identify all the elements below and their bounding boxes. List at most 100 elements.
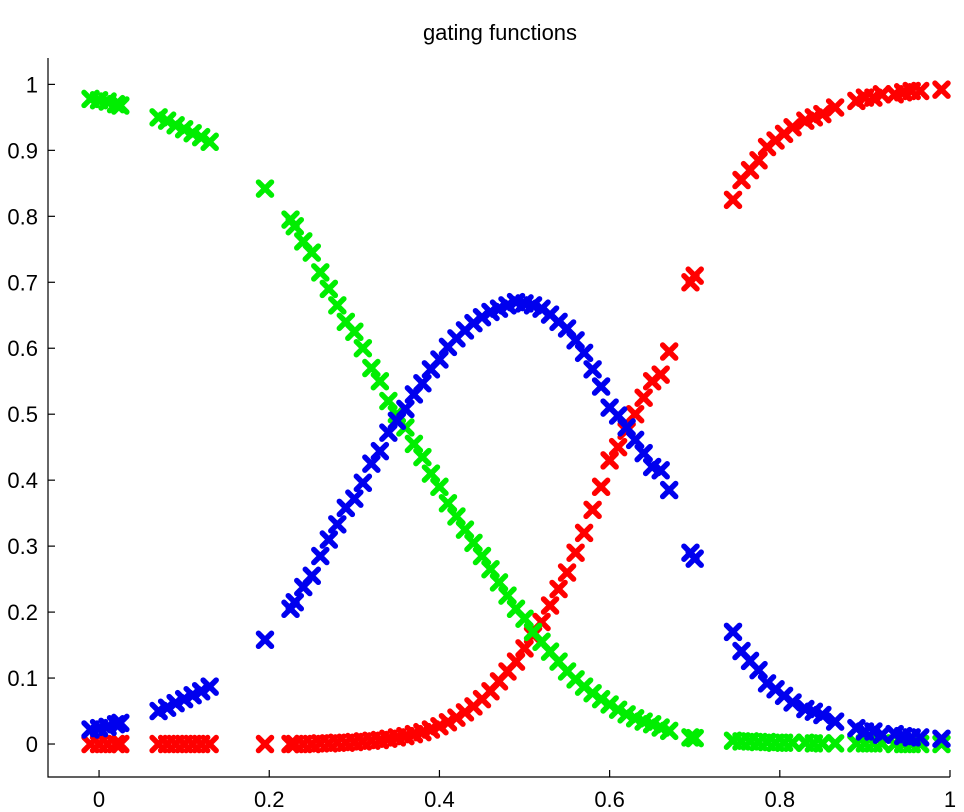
data-point [557,563,577,582]
data-point [625,404,645,424]
data-point [111,96,130,115]
data-point [311,546,330,566]
data-point [659,721,679,741]
data-point [583,500,602,520]
data-point [634,443,653,463]
data-point [813,734,832,753]
data-point [379,391,398,411]
data-point [651,461,670,480]
data-point [438,713,458,732]
y-tick-label: 0.6 [7,336,38,361]
data-point [455,520,475,539]
data-point [157,111,177,130]
data-point [191,681,211,701]
data-point [438,494,458,513]
x-tick-label: 0.2 [254,787,285,812]
data-point [723,190,743,210]
data-point [583,360,602,379]
data-point [191,127,211,147]
data-point [608,700,628,719]
x-tick-label: 0.4 [424,787,455,812]
data-point [591,477,611,497]
data-point [255,179,275,198]
data-point [932,80,951,99]
data-point [404,434,424,454]
y-tick-label: 1 [26,72,38,97]
data-point [311,263,330,282]
y-tick-label: 0.1 [7,666,38,691]
data-point [362,454,381,473]
data-point [430,477,449,497]
data-point [302,243,322,262]
data-point [200,132,219,152]
y-tick-label: 0.3 [7,534,38,559]
data-point [685,728,704,748]
data-point [345,489,364,508]
data-point [370,371,390,391]
data-point [566,543,585,562]
data-point [421,464,441,483]
data-point [651,365,670,384]
data-point [481,559,500,579]
data-point [723,622,743,642]
data-point [749,660,768,680]
data-point [910,728,930,747]
data-point [685,549,704,568]
x-tick-label: 0.8 [765,787,796,812]
data-point [932,729,951,748]
data-point [659,342,679,361]
data-point [396,399,415,419]
x-tick-label: 0 [93,787,105,812]
data-point [472,546,492,566]
data-point [813,104,832,124]
y-tick-label: 0 [26,732,38,757]
data-point [157,698,177,717]
data-point [362,358,381,378]
data-point [353,338,373,358]
data-point [111,713,130,733]
data-point [106,734,126,754]
data-point [685,266,704,285]
x-tick-label: 1 [944,787,956,812]
data-point [370,441,390,461]
data-point [825,734,845,753]
y-tick-label: 0.8 [7,204,38,229]
data-point [659,480,679,500]
data-point [813,705,832,725]
data-point [608,437,628,457]
data-point [413,373,432,393]
data-point [447,507,466,526]
data-point [515,639,534,658]
data-point [430,350,449,369]
y-tick-label: 0.9 [7,138,38,163]
chart-title: gating functions [423,20,577,45]
plot-marks [81,80,951,754]
data-point [566,331,585,350]
data-point [498,586,517,605]
data-point [783,693,802,712]
data-point [910,81,930,101]
y-tick-label: 0.2 [7,600,38,625]
data-point [549,579,568,599]
data-point [749,150,768,170]
data-point [319,279,339,299]
data-point [600,451,619,470]
data-point [353,473,373,493]
data-point [617,418,636,437]
data-point [506,652,526,671]
data-point [515,609,534,628]
data-point [328,296,347,315]
data-point [285,216,305,236]
data-point [413,447,432,467]
data-point [489,573,509,592]
data-point [825,98,845,117]
axis-lines [47,58,950,778]
data-point [302,566,322,586]
data-point [783,733,802,752]
series-3 [81,292,951,748]
data-point [574,343,594,363]
data-point [345,322,364,341]
plot-axes: 0 0.1 0.2 0.3 0.4 0.5 0.6 0.7 0.8 0.9 1 0 0.2 0.4 0.6 0… [7,58,956,812]
data-point [625,430,645,450]
